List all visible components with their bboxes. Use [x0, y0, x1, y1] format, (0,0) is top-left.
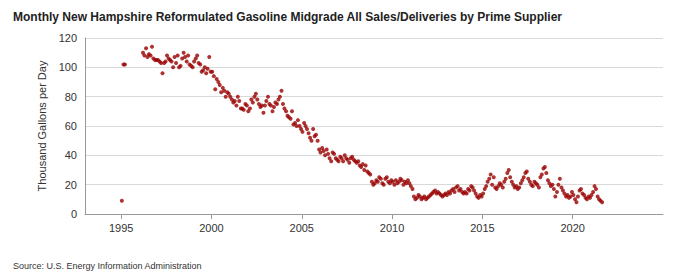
- svg-text:Monthly New Hampshire Reformul: Monthly New Hampshire Reformulated Gasol…: [13, 10, 562, 24]
- svg-text:100: 100: [59, 61, 77, 73]
- svg-text:60: 60: [65, 120, 77, 132]
- svg-text:80: 80: [65, 91, 77, 103]
- svg-text:40: 40: [65, 149, 77, 161]
- svg-text:2020: 2020: [560, 222, 584, 234]
- svg-text:2015: 2015: [470, 222, 494, 234]
- svg-text:120: 120: [59, 32, 77, 44]
- svg-text:0: 0: [71, 208, 77, 220]
- svg-text:Thousand Gallons per Day: Thousand Gallons per Day: [36, 60, 48, 191]
- svg-text:1995: 1995: [109, 222, 133, 234]
- svg-text:2005: 2005: [290, 222, 314, 234]
- svg-text:2010: 2010: [380, 222, 404, 234]
- svg-text:2000: 2000: [199, 222, 223, 234]
- svg-text:20: 20: [65, 179, 77, 191]
- svg-text:Source: U.S. Energy Informatio: Source: U.S. Energy Information Administ…: [13, 261, 202, 271]
